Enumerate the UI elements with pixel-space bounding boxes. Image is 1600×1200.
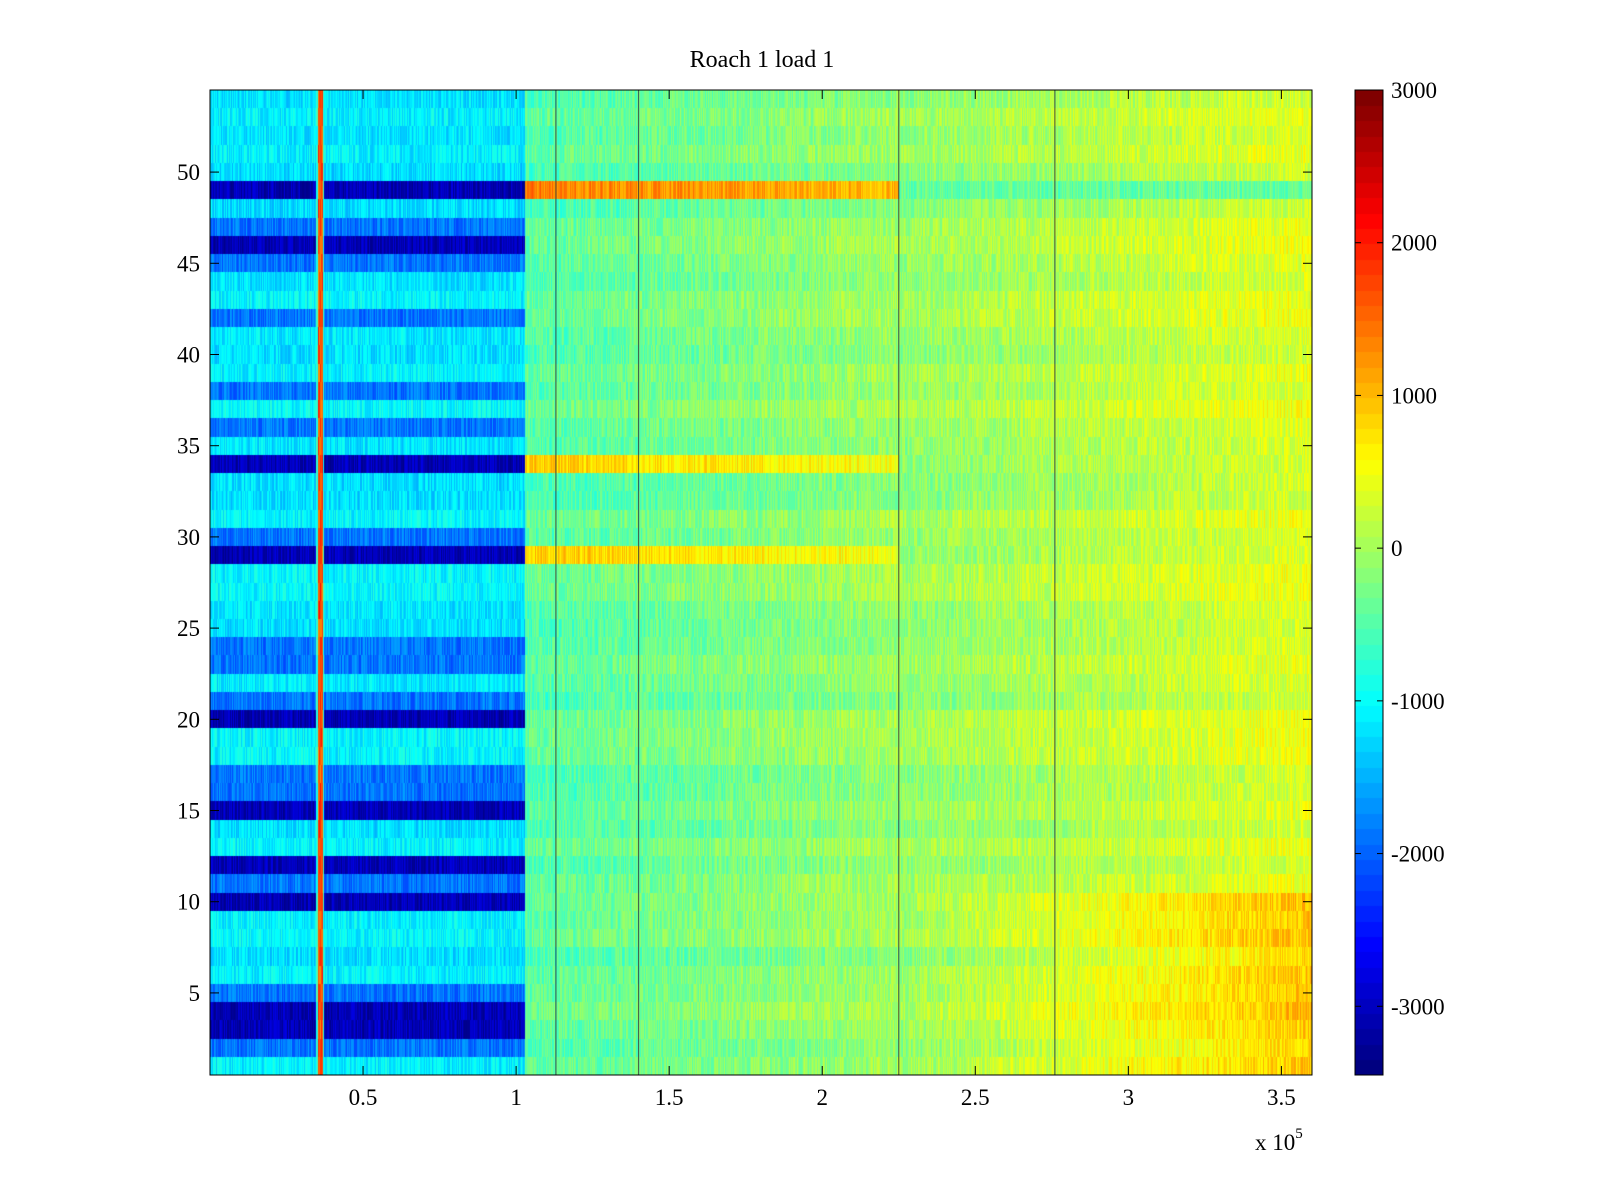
x-multiplier-label: x 105 — [1255, 1126, 1303, 1155]
colorbar-image — [1355, 90, 1383, 1075]
y-tick-label: 20 — [177, 707, 200, 732]
y-tick-label: 15 — [177, 799, 200, 824]
colorbar-tick-label: 3000 — [1391, 78, 1437, 103]
x-tick-label: 2.5 — [961, 1085, 990, 1110]
y-tick-label: 30 — [177, 525, 200, 550]
colorbar-tick-label: -3000 — [1391, 994, 1445, 1019]
y-tick-label: 5 — [189, 981, 201, 1006]
x-tick-label: 3 — [1123, 1085, 1135, 1110]
y-tick-label: 40 — [177, 342, 200, 367]
y-tick-label: 25 — [177, 616, 200, 641]
x-tick-label: 0.5 — [349, 1085, 378, 1110]
colorbar-tick-label: 2000 — [1391, 231, 1437, 256]
colorbar-frame — [1354, 89, 1384, 1076]
x-tick-label: 2 — [816, 1085, 828, 1110]
x-tick-label: 3.5 — [1267, 1085, 1296, 1110]
colorbar-tick-label: 1000 — [1391, 383, 1437, 408]
y-axis: 5 10 15 20 25 30 35 40 45 50 — [177, 160, 1312, 1006]
y-tick-label: 50 — [177, 160, 200, 185]
y-tick-label: 35 — [177, 434, 200, 459]
plot-frame — [209, 89, 1313, 1076]
colorbar-tick-label: -2000 — [1391, 842, 1445, 867]
x-tick-label: 1 — [510, 1085, 522, 1110]
colorbar-tick-label: 0 — [1391, 536, 1403, 561]
x-axis: 0.5 1 1.5 2 2.5 3 3.5 — [349, 90, 1296, 1110]
colorbar-axis: 3000 2000 1000 0 -1000 -2000 -3000 — [1355, 78, 1445, 1019]
event-lines — [555, 90, 1056, 1075]
heatmap-image — [210, 90, 1312, 1075]
x-tick-label: 1.5 — [655, 1085, 684, 1110]
y-tick-label: 10 — [177, 890, 200, 915]
chart-title: Roach 1 load 1 — [690, 47, 835, 73]
colorbar-tick-label: -1000 — [1391, 689, 1445, 714]
y-tick-label: 45 — [177, 251, 200, 276]
